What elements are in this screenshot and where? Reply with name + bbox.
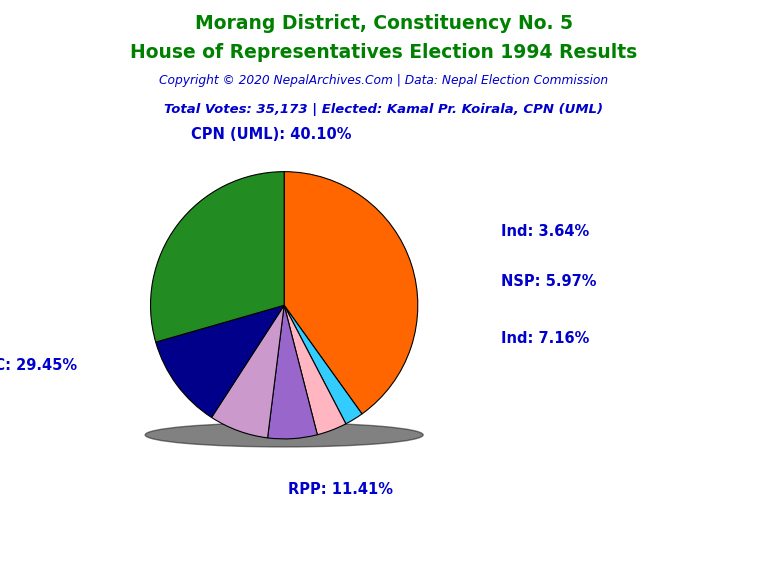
Text: Ind: 3.64%: Ind: 3.64% bbox=[501, 224, 589, 239]
Text: Morang District, Constituency No. 5: Morang District, Constituency No. 5 bbox=[195, 14, 573, 33]
Text: NC: 29.45%: NC: 29.45% bbox=[0, 358, 77, 373]
Ellipse shape bbox=[145, 423, 423, 447]
Wedge shape bbox=[211, 305, 284, 438]
Text: RPP: 11.41%: RPP: 11.41% bbox=[288, 482, 392, 497]
Wedge shape bbox=[284, 305, 362, 424]
Wedge shape bbox=[284, 305, 346, 435]
Text: Ind: 7.16%: Ind: 7.16% bbox=[501, 331, 589, 346]
Wedge shape bbox=[151, 172, 284, 342]
Wedge shape bbox=[267, 305, 317, 439]
Wedge shape bbox=[156, 305, 284, 418]
Text: NSP: 5.97%: NSP: 5.97% bbox=[501, 274, 596, 289]
Text: CPN (UML): 40.10%: CPN (UML): 40.10% bbox=[190, 127, 351, 142]
Text: Total Votes: 35,173 | Elected: Kamal Pr. Koirala, CPN (UML): Total Votes: 35,173 | Elected: Kamal Pr.… bbox=[164, 103, 604, 116]
Text: House of Representatives Election 1994 Results: House of Representatives Election 1994 R… bbox=[131, 43, 637, 62]
Text: Copyright © 2020 NepalArchives.Com | Data: Nepal Election Commission: Copyright © 2020 NepalArchives.Com | Dat… bbox=[160, 74, 608, 87]
Wedge shape bbox=[284, 172, 418, 414]
